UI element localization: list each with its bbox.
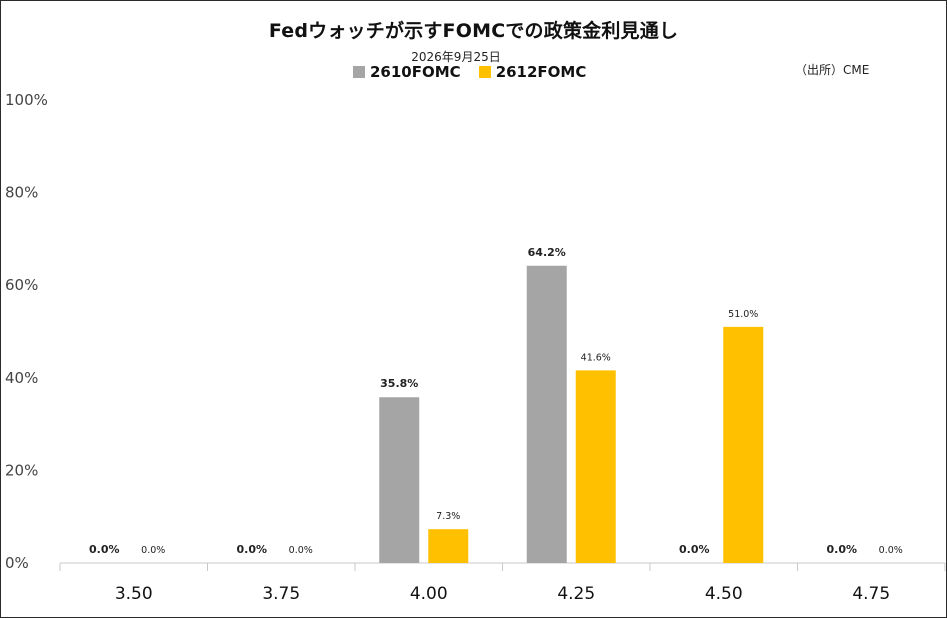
- data-label-2612fomc: 51.0%: [728, 309, 758, 320]
- y-tick-label: 20%: [5, 461, 38, 479]
- bar-2610fomc: [379, 397, 420, 563]
- data-label-2610fomc: 35.8%: [380, 377, 418, 390]
- x-tick-label: 4.50: [705, 584, 743, 604]
- x-tick-label: 4.25: [557, 584, 595, 604]
- x-tick-label: 3.75: [262, 584, 300, 604]
- y-tick-label: 100%: [5, 91, 48, 109]
- data-label-2612fomc: 0.0%: [289, 545, 313, 556]
- legend: 2610FOMC 2612FOMC: [353, 62, 604, 82]
- x-tick-label: 4.00: [410, 584, 448, 604]
- chart-title: Fedウォッチが示すFOMCでの政策金利見通し: [268, 20, 679, 42]
- data-label-2610fomc: 0.0%: [236, 543, 267, 556]
- data-label-2612fomc: 41.6%: [581, 352, 611, 363]
- bar-2612fomc: [723, 326, 764, 563]
- legend-label-2612fomc: 2612FOMC: [495, 63, 587, 81]
- data-label-2612fomc: 0.0%: [879, 545, 903, 556]
- y-tick-label: 80%: [5, 184, 38, 202]
- legend-label-2610fomc: 2610FOMC: [370, 63, 461, 81]
- source-note: （出所）CME: [795, 63, 870, 77]
- x-tick-label: 3.50: [115, 584, 153, 604]
- x-tick-label: 4.75: [852, 584, 890, 604]
- bar-2612fomc: [575, 370, 616, 563]
- bar-2610fomc: [526, 265, 567, 563]
- y-tick-label: 0%: [5, 554, 29, 572]
- y-tick-label: 60%: [5, 276, 38, 294]
- data-label-2612fomc: 0.0%: [141, 545, 165, 556]
- y-tick-label: 40%: [5, 369, 38, 387]
- data-label-2610fomc: 0.0%: [826, 543, 857, 556]
- data-label-2612fomc: 7.3%: [436, 511, 460, 522]
- legend-item-2610fomc: 2610FOMC: [353, 63, 461, 81]
- data-label-2610fomc: 64.2%: [528, 246, 566, 259]
- chart-subtitle: 2026年9月25日: [411, 50, 501, 64]
- data-label-2610fomc: 0.0%: [89, 543, 120, 556]
- data-label-2610fomc: 0.0%: [679, 543, 710, 556]
- bar-2612fomc: [428, 529, 469, 563]
- legend-swatch-2612fomc: [478, 66, 491, 78]
- legend-swatch-2610fomc: [353, 66, 365, 78]
- legend-item-2612fomc: 2612FOMC: [478, 63, 587, 81]
